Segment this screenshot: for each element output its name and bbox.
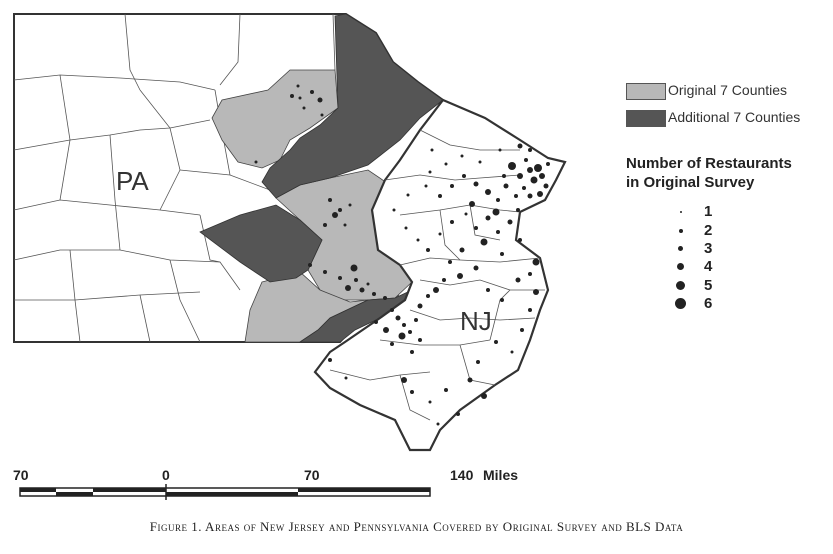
scale-label-0: 0 — [162, 467, 170, 483]
restaurant-dots — [254, 84, 550, 426]
size-value-3: 3 — [704, 240, 713, 257]
size-dot-2 — [679, 229, 683, 233]
state-label-pa: PA — [116, 166, 149, 196]
size-value-1: 1 — [704, 203, 713, 220]
size-legend-row-3: 3 — [672, 240, 752, 258]
size-legend-row-5: 5 — [672, 277, 752, 295]
scale-unit: Miles — [483, 467, 519, 483]
size-value-6: 6 — [704, 295, 713, 312]
size-dot-3 — [678, 246, 683, 251]
new-jersey-region — [313, 98, 567, 452]
size-legend-title-line2: in Original Survey — [626, 174, 755, 191]
state-label-nj: NJ — [460, 306, 492, 336]
original-counties — [211, 69, 413, 343]
size-dot-5 — [676, 281, 685, 290]
size-dot-1 — [680, 211, 682, 213]
size-dot-6 — [675, 298, 686, 309]
size-legend-title: Number of Restaurants in Original Survey — [626, 154, 792, 192]
size-value-5: 5 — [704, 277, 713, 294]
size-dot-4 — [677, 263, 684, 270]
figure-caption: Figure 1. Areas of New Jersey and Pennsy… — [149, 519, 684, 534]
additional-counties — [199, 13, 444, 343]
pa-county-lines — [13, 13, 336, 343]
size-legend-title-line1: Number of Restaurants — [626, 155, 792, 172]
legend-swatch-original — [626, 83, 666, 100]
size-value-4: 4 — [704, 258, 713, 275]
scale-label-70-right: 70 — [304, 467, 320, 483]
scale-bar — [19, 484, 431, 500]
size-legend-row-4: 4 — [672, 258, 752, 276]
scale-label-70-left: 70 — [13, 467, 29, 483]
legend-label-additional: Additional 7 Counties — [668, 109, 801, 125]
size-legend-row-2: 2 — [672, 222, 752, 240]
legend-swatch-additional — [626, 110, 666, 127]
legend-label-original: Original 7 Counties — [668, 82, 788, 98]
size-legend-row-6: 6 — [672, 295, 752, 313]
size-value-2: 2 — [704, 222, 713, 239]
scale-label-140: 140 — [450, 467, 474, 483]
size-legend-row-1: 1 — [672, 203, 752, 221]
